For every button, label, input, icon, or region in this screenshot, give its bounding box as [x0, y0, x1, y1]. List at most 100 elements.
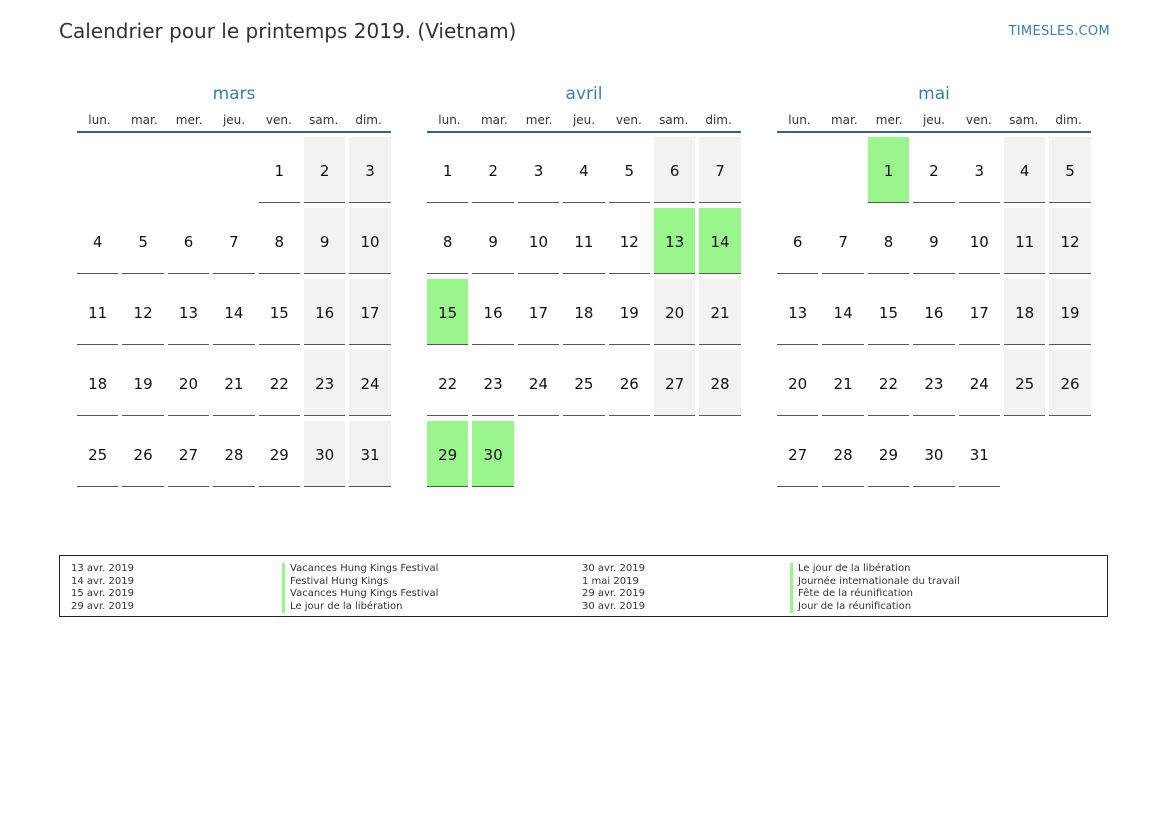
legend-holiday-name: Festival Hung Kings [282, 575, 438, 588]
day-cell: 24 [517, 350, 560, 416]
day-cell: 6 [653, 137, 696, 203]
day-cell: 12 [608, 208, 650, 274]
holiday-day-cell: 14 [699, 208, 741, 274]
day-cell: 25 [1003, 350, 1046, 416]
day-cell: 22 [427, 350, 469, 416]
weekday-label: mer. [175, 113, 203, 127]
day-cell: 11 [1003, 208, 1046, 274]
day-cell: 17 [517, 279, 560, 345]
legend-date: 15 avr. 2019 [71, 588, 134, 599]
day-cell: 12 [122, 279, 164, 345]
day-grid: 1 2 3 4 5 6 7 8 9 10 11 12 13 14 15 16 17 18 19 20 21 22 23 24 2… [777, 137, 1095, 487]
day-cell: 4 [1003, 137, 1046, 203]
weekday-label: jeu. [222, 113, 246, 127]
day-cell: 5 [1049, 137, 1091, 203]
month-title: mai [918, 84, 950, 104]
legend-date: 13 avr. 2019 [71, 563, 134, 574]
day-cell: 15 [258, 279, 300, 345]
day-cell: 19 [122, 350, 164, 416]
day-cell: 16 [913, 279, 955, 345]
day-cell: 23 [472, 350, 514, 416]
weekday-label: lun. [788, 113, 811, 127]
day-grid: 1 2 3 4 5 6 7 8 9 10 11 12 13 14 15 16 17 18 19 20 21 22 23 24 2… [427, 137, 745, 487]
day-cell: 21 [699, 279, 741, 345]
weekday-label: mar. [830, 113, 858, 127]
day-cell: 20 [167, 350, 210, 416]
day-cell: 22 [258, 350, 300, 416]
day-cell: 28 [822, 421, 864, 487]
weekday-header: lun. mar. mer. jeu. ven. sam. dim. [427, 112, 741, 133]
day-cell: 9 [303, 208, 346, 274]
day-cell: 6 [167, 208, 210, 274]
weekday-label: mer. [525, 113, 553, 127]
day-cell: 17 [349, 279, 391, 345]
day-cell: 11 [77, 279, 119, 345]
legend-date: 29 avr. 2019 [71, 600, 134, 612]
weekday-label: lun. [438, 113, 461, 127]
day-cell: 10 [958, 208, 1000, 274]
legend-holiday-name: Le jour de la libération [790, 563, 960, 576]
weekday-label: lun. [88, 113, 111, 127]
day-cell: 29 [867, 421, 910, 487]
weekday-header: lun. mar. mer. jeu. ven. sam. dim. [77, 112, 391, 133]
weekday-label: mer. [875, 113, 903, 127]
day-cell: 18 [563, 279, 605, 345]
day-cell: 4 [77, 208, 119, 274]
holiday-day-cell: 15 [427, 279, 469, 345]
empty-cell [168, 137, 209, 203]
day-cell: 10 [517, 208, 560, 274]
empty-cell [122, 137, 163, 203]
day-cell: 10 [349, 208, 391, 274]
day-cell: 25 [563, 350, 605, 416]
day-cell: 24 [958, 350, 1000, 416]
day-cell: 7 [699, 137, 741, 203]
day-cell: 31 [958, 421, 1000, 487]
day-cell: 9 [472, 208, 514, 274]
day-cell: 14 [822, 279, 864, 345]
empty-cell [77, 137, 118, 203]
day-cell: 1 [258, 137, 300, 203]
day-cell: 25 [77, 421, 119, 487]
day-cell: 17 [958, 279, 1000, 345]
legend-date: 30 avr. 2019 [582, 600, 645, 612]
weekday-label: jeu. [922, 113, 946, 127]
day-cell: 26 [122, 421, 164, 487]
day-cell: 19 [608, 279, 650, 345]
day-cell: 4 [563, 137, 605, 203]
legend-date: 1 mai 2019 [582, 575, 639, 587]
month-title: mars [212, 84, 256, 104]
day-cell: 2 [303, 137, 346, 203]
day-cell: 15 [867, 279, 910, 345]
legend-dates-right: 30 avr. 2019 1 mai 2019 29 avr. 2019 30 avr… [582, 563, 645, 613]
brand-link[interactable]: TIMESLES.COM [1008, 24, 1110, 39]
day-cell: 31 [349, 421, 391, 487]
day-cell: 13 [167, 279, 210, 345]
legend-date: 14 avr. 2019 [71, 575, 134, 587]
day-cell: 23 [913, 350, 955, 416]
day-cell: 13 [777, 279, 819, 345]
holiday-day-cell: 30 [472, 421, 514, 487]
day-cell: 26 [608, 350, 650, 416]
day-cell: 2 [472, 137, 514, 203]
day-cell: 9 [913, 208, 955, 274]
empty-cell [213, 137, 254, 203]
day-cell: 2 [913, 137, 955, 203]
holiday-day-cell: 29 [427, 421, 469, 487]
day-cell: 30 [913, 421, 955, 487]
weekday-label: jeu. [572, 113, 596, 127]
day-cell: 27 [777, 421, 819, 487]
weekday-label: mar. [480, 113, 508, 127]
day-cell: 11 [563, 208, 605, 274]
legend-holiday-name: Vacances Hung Kings Festival [282, 588, 438, 601]
day-cell: 6 [777, 208, 819, 274]
day-cell: 22 [867, 350, 910, 416]
weekday-label: dim. [705, 113, 732, 127]
day-cell: 3 [958, 137, 1000, 203]
day-cell: 16 [303, 279, 346, 345]
month-title: avril [565, 84, 603, 104]
day-cell: 7 [822, 208, 864, 274]
day-cell: 3 [349, 137, 391, 203]
day-cell: 8 [258, 208, 300, 274]
day-cell: 19 [1049, 279, 1091, 345]
